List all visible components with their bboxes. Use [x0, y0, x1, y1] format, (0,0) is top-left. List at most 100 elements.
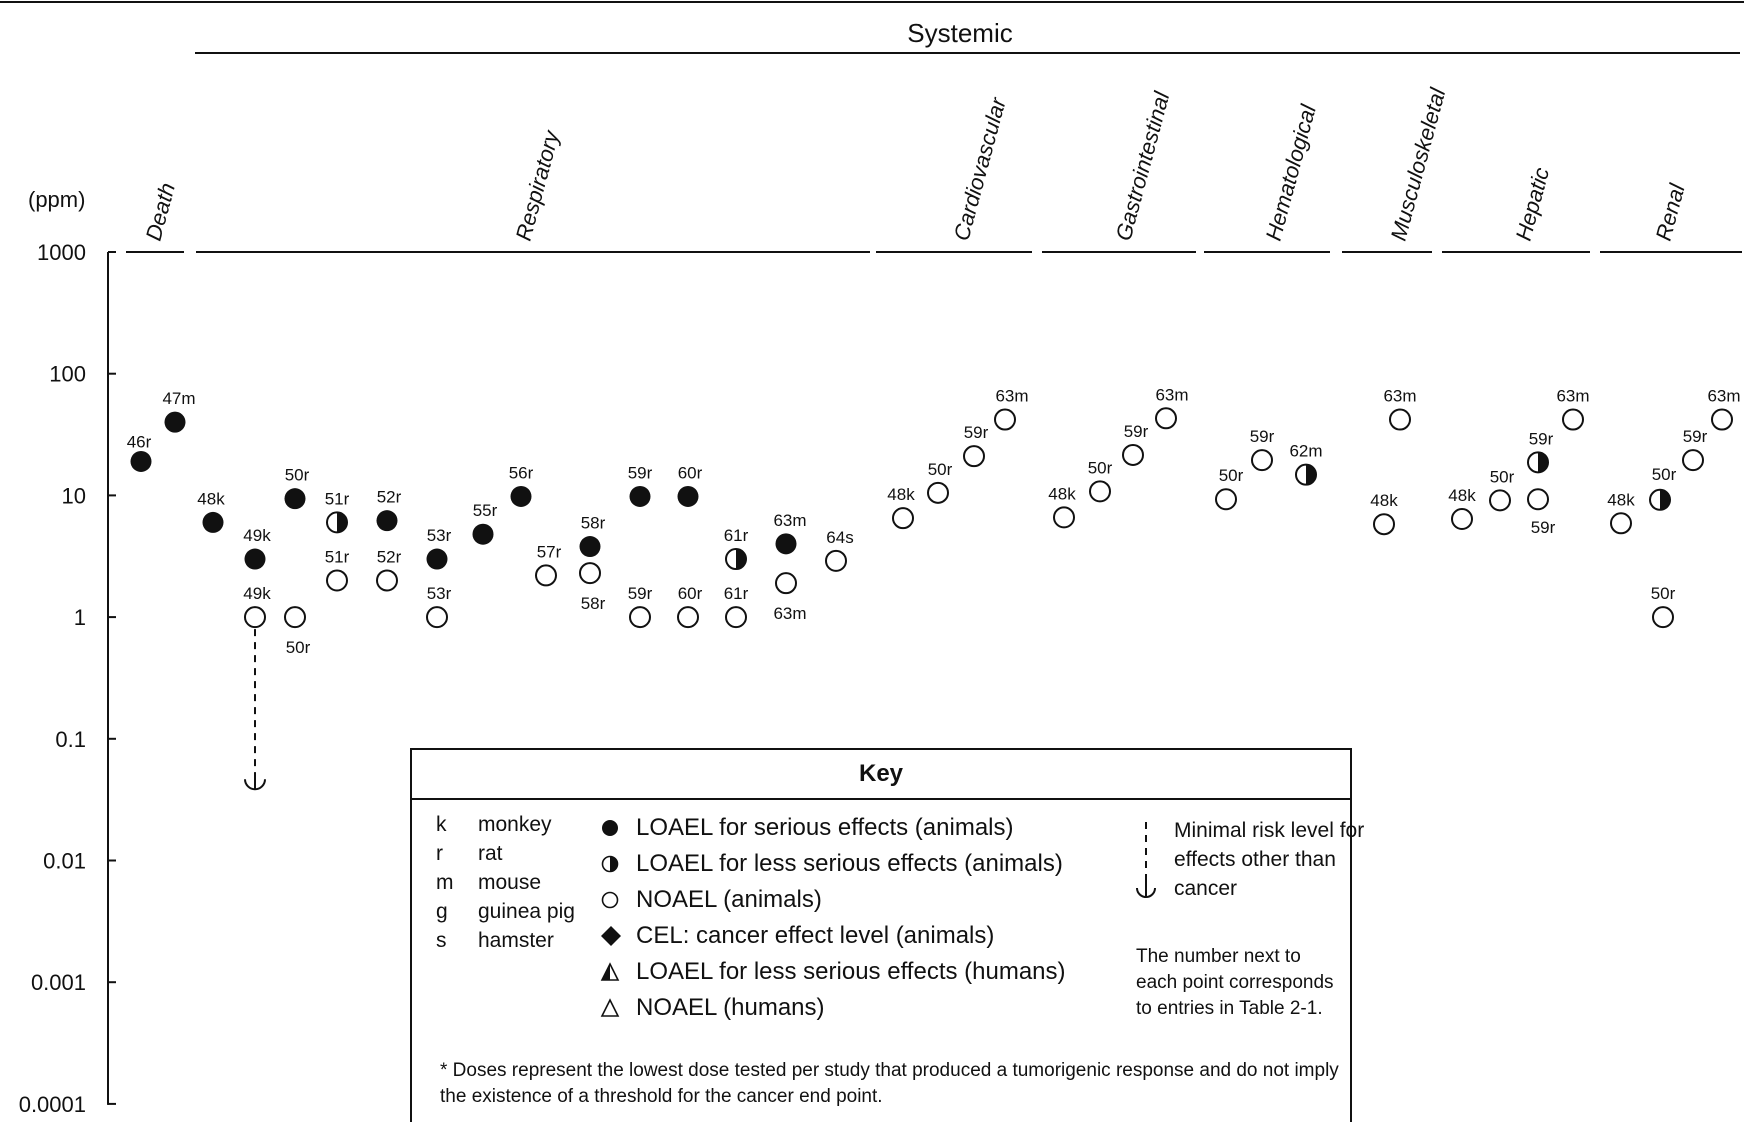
point-noael: [1711, 408, 1733, 431]
point-label: 55r: [473, 501, 498, 520]
half-circle-icon: [600, 853, 636, 875]
point-noael: [994, 408, 1016, 431]
category-label: Gastrointestinal: [1111, 88, 1175, 243]
species-item: r rat: [436, 839, 575, 868]
y-tick-label: 10: [62, 483, 86, 508]
point-label: 48k: [887, 485, 915, 504]
point-label: 59r: [1531, 518, 1556, 537]
point-noael: [426, 606, 448, 629]
point-label: 50r: [1088, 458, 1113, 477]
point-loael-serious: [164, 411, 186, 433]
point-label: 62m: [1289, 442, 1322, 461]
species-name: monkey: [478, 813, 552, 836]
point-noael: [1451, 507, 1473, 530]
species-item: s hamster: [436, 926, 575, 955]
point-label: 53r: [427, 526, 452, 545]
point-noael: [629, 606, 651, 629]
legend-text: NOAEL (humans): [636, 994, 825, 1021]
point-loael-serious: [775, 533, 797, 555]
point-loael-serious: [284, 488, 306, 510]
species-code: g: [436, 900, 448, 923]
species-list: k monkey r rat m mouse g guinea pig s hamster: [436, 810, 575, 955]
species-name: guinea pig: [478, 900, 575, 923]
half-triangle-icon: [600, 961, 636, 983]
point-noael: [1610, 512, 1632, 535]
y-tick-label: 100: [49, 362, 86, 387]
point-noael: [376, 569, 398, 592]
species-item: g guinea pig: [436, 897, 575, 926]
point-loael-serious: [629, 485, 651, 507]
species-code: r: [436, 842, 443, 865]
point-label: 51r: [325, 547, 350, 566]
category-label: Hematological: [1261, 101, 1322, 243]
mrl-text: Minimal risk level for effects other tha…: [1174, 819, 1365, 900]
point-noael: [1215, 488, 1237, 511]
filled-diamond-icon: [600, 924, 636, 948]
species-name: hamster: [478, 929, 554, 952]
point-label: 63m: [1707, 387, 1740, 406]
point-loael-less-fill: [736, 549, 746, 570]
legend-item: LOAEL for less serious effects (animals): [600, 846, 1066, 882]
point-label: 58r: [581, 594, 606, 613]
point-noael: [1251, 449, 1273, 472]
point-noael: [1053, 506, 1075, 529]
filled-circle-icon: [600, 817, 636, 839]
point-loael-serious: [130, 450, 152, 472]
legend-text: NOAEL (animals): [636, 886, 822, 913]
point-noael: [1089, 480, 1111, 503]
legend-item: CEL: cancer effect level (animals): [600, 918, 1066, 954]
point-noael: [1652, 606, 1674, 629]
point-loael-serious: [426, 548, 448, 570]
point-loael-serious: [579, 536, 601, 558]
point-label: 60r: [678, 463, 703, 482]
point-noael: [1373, 513, 1395, 536]
point-noael: [825, 549, 847, 572]
category-label: Cardiovascular: [949, 93, 1012, 243]
point-label: 59r: [1529, 429, 1554, 448]
legend-text: LOAEL for serious effects (animals): [636, 814, 1014, 841]
point-label: 59r: [964, 423, 989, 442]
point-loael-serious: [510, 485, 532, 507]
point-label: 63m: [1556, 387, 1589, 406]
species-code: k: [436, 813, 447, 836]
legend-item: NOAEL (animals): [600, 882, 1066, 918]
point-label: 48k: [197, 489, 225, 508]
legend-item: NOAEL (humans): [600, 990, 1066, 1026]
point-label: 50r: [1219, 466, 1244, 485]
point-noael: [927, 481, 949, 504]
point-label: 61r: [724, 526, 749, 545]
point-label: 51r: [325, 489, 350, 508]
point-loael-less-fill: [337, 512, 347, 533]
point-noael: [326, 569, 348, 592]
point-label: 59r: [1250, 427, 1275, 446]
point-label: 57r: [537, 542, 562, 561]
point-label: 49k: [243, 526, 271, 545]
point-noael: [1389, 408, 1411, 431]
point-noael: [1527, 488, 1549, 511]
y-tick-label: 0.0001: [19, 1092, 86, 1117]
point-noael: [1122, 443, 1144, 466]
point-noael: [244, 606, 266, 629]
point-label: 59r: [628, 463, 653, 482]
legend-item: LOAEL for less serious effects (humans): [600, 954, 1066, 990]
point-label: 63m: [995, 387, 1028, 406]
y-axis-label: (ppm): [28, 187, 85, 212]
point-label: 52r: [377, 488, 402, 507]
point-label: 59r: [628, 584, 653, 603]
y-tick-label: 0.001: [31, 970, 86, 995]
point-label: 53r: [427, 584, 452, 603]
species-item: k monkey: [436, 810, 575, 839]
key-title: Key: [412, 750, 1350, 800]
legend-text: LOAEL for less serious effects (humans): [636, 958, 1066, 985]
category-label: Respiratory: [511, 126, 565, 243]
point-noael: [725, 606, 747, 629]
point-noael: [1562, 408, 1584, 431]
point-noael: [1489, 489, 1511, 512]
open-circle-icon: [600, 889, 636, 911]
species-code: m: [436, 871, 454, 894]
point-loael-serious: [244, 548, 266, 570]
point-loael-less-fill: [1660, 489, 1670, 510]
point-loael-serious: [472, 523, 494, 545]
category-label: Renal: [1651, 180, 1690, 243]
